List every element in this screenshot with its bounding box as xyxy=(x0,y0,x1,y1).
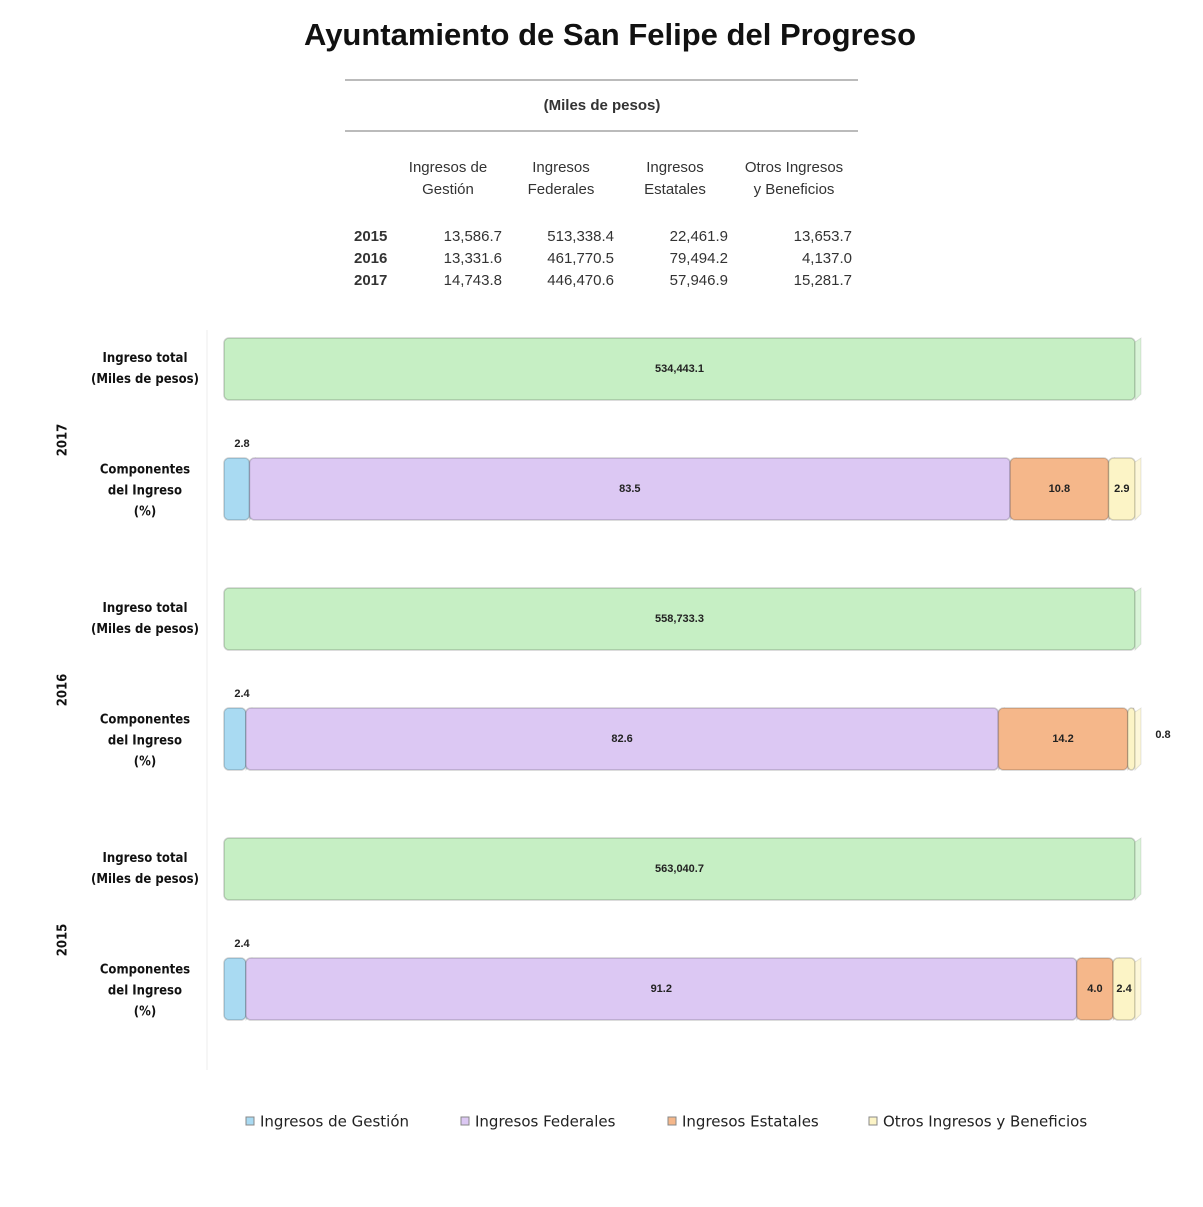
total-bar-side xyxy=(1134,337,1142,402)
cell: 4,137.0 xyxy=(802,250,852,267)
segment xyxy=(223,957,247,1021)
value-label: 2.8 xyxy=(234,438,249,450)
value-label: 91.2 xyxy=(651,983,672,995)
segment-side xyxy=(1134,457,1142,522)
total-bar-side xyxy=(1134,587,1142,652)
segment xyxy=(997,707,1129,771)
cell: 14,743.8 xyxy=(444,272,502,289)
column-header: Estatales xyxy=(644,181,706,198)
value-label: 10.8 xyxy=(1049,483,1070,495)
value-label: 2.4 xyxy=(234,938,250,950)
value-label: 83.5 xyxy=(619,483,640,495)
segment-side xyxy=(1134,707,1142,772)
cell: 446,470.6 xyxy=(547,272,614,289)
row-label: (Miles de pesos) xyxy=(91,872,199,887)
value-label: 2.4 xyxy=(1116,983,1132,995)
year-label: 2015 xyxy=(56,924,71,957)
value-label: 2.9 xyxy=(1114,483,1129,495)
segment-side xyxy=(1134,957,1142,1022)
row-label: (Miles de pesos) xyxy=(91,622,199,637)
row-label: (%) xyxy=(134,1005,156,1020)
value-label: 563,040.7 xyxy=(655,863,704,875)
segment xyxy=(1126,707,1136,771)
year-label: 2017 xyxy=(56,424,71,457)
cell: 513,338.4 xyxy=(547,228,614,245)
row-label: (%) xyxy=(134,755,156,770)
row-year: 2016 xyxy=(354,250,387,267)
column-header: y Beneficios xyxy=(754,181,835,198)
legend-swatch xyxy=(667,1116,677,1126)
row-label: del Ingreso xyxy=(108,484,182,499)
value-label: 2.4 xyxy=(234,688,250,700)
legend-label: Otros Ingresos y Beneficios xyxy=(883,1113,1087,1131)
cell: 13,331.6 xyxy=(444,250,502,267)
value-label: 0.8 xyxy=(1155,729,1170,741)
row-label: (%) xyxy=(134,505,156,520)
row-label: Ingreso total xyxy=(103,851,188,866)
legend-swatch xyxy=(245,1116,255,1126)
column-header: Otros Ingresos xyxy=(745,159,843,176)
legend-swatch xyxy=(460,1116,470,1126)
cell: 13,653.7 xyxy=(794,228,852,245)
cell: 79,494.2 xyxy=(670,250,728,267)
legend-swatch xyxy=(868,1116,878,1126)
row-label: Ingreso total xyxy=(103,601,188,616)
column-header: Gestión xyxy=(422,181,474,198)
column-header: Ingresos de xyxy=(409,159,487,176)
subtitle: (Miles de pesos) xyxy=(544,97,661,114)
segment xyxy=(223,457,251,521)
row-label: Ingreso total xyxy=(103,351,188,366)
row-year: 2015 xyxy=(354,228,387,245)
total-bar-side xyxy=(1134,837,1142,902)
value-label: 14.2 xyxy=(1052,733,1073,745)
segment xyxy=(245,957,1078,1021)
cell: 15,281.7 xyxy=(794,272,852,289)
title: Ayuntamiento de San Felipe del Progreso xyxy=(304,17,916,52)
value-label: 4.0 xyxy=(1087,983,1102,995)
cell: 22,461.9 xyxy=(670,228,728,245)
row-label: Componentes xyxy=(100,713,190,728)
legend-label: Ingresos Federales xyxy=(475,1113,616,1131)
column-header: Federales xyxy=(528,181,595,198)
value-label: 534,443.1 xyxy=(655,363,704,375)
segment xyxy=(223,707,247,771)
column-header: Ingresos xyxy=(532,159,590,176)
row-year: 2017 xyxy=(354,272,387,289)
cell: 57,946.9 xyxy=(670,272,728,289)
row-label: del Ingreso xyxy=(108,984,182,999)
value-label: 558,733.3 xyxy=(655,613,704,625)
legend-label: Ingresos Estatales xyxy=(682,1113,819,1131)
year-label: 2016 xyxy=(56,674,71,707)
cell: 461,770.5 xyxy=(547,250,614,267)
cell: 13,586.7 xyxy=(444,228,502,245)
row-label: Componentes xyxy=(100,963,190,978)
column-header: Ingresos xyxy=(646,159,704,176)
row-label: del Ingreso xyxy=(108,734,182,749)
row-label: Componentes xyxy=(100,463,190,478)
row-label: (Miles de pesos) xyxy=(91,372,199,387)
value-label: 82.6 xyxy=(611,733,632,745)
legend-label: Ingresos de Gestión xyxy=(260,1113,409,1131)
